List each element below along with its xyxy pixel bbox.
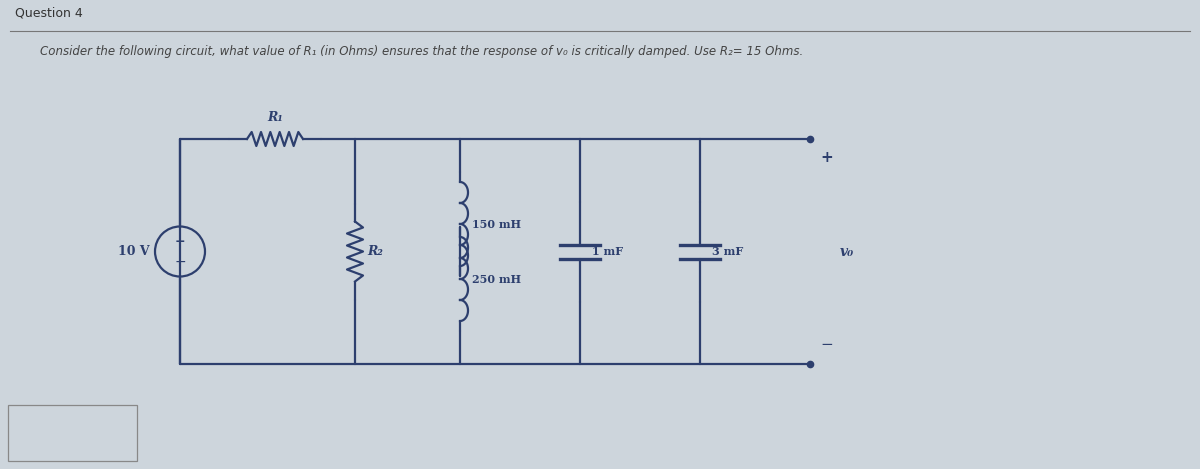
Text: R₁: R₁ xyxy=(268,111,283,124)
Text: Question 4: Question 4 xyxy=(14,7,83,20)
Text: 1 mF: 1 mF xyxy=(592,246,623,257)
Text: 250 mH: 250 mH xyxy=(472,273,521,285)
Text: 10 V: 10 V xyxy=(119,245,150,258)
Text: R₂: R₂ xyxy=(367,245,383,258)
Text: 3 mF: 3 mF xyxy=(712,246,743,257)
Text: +: + xyxy=(175,235,185,248)
Text: −: − xyxy=(820,336,833,351)
FancyBboxPatch shape xyxy=(8,405,137,461)
Text: Consider the following circuit, what value of R₁ (in Ohms) ensures that the resp: Consider the following circuit, what val… xyxy=(40,45,803,58)
Text: 150 mH: 150 mH xyxy=(472,219,521,229)
Text: +: + xyxy=(820,150,833,165)
Text: v₀: v₀ xyxy=(840,244,854,258)
Text: −: − xyxy=(174,255,186,268)
